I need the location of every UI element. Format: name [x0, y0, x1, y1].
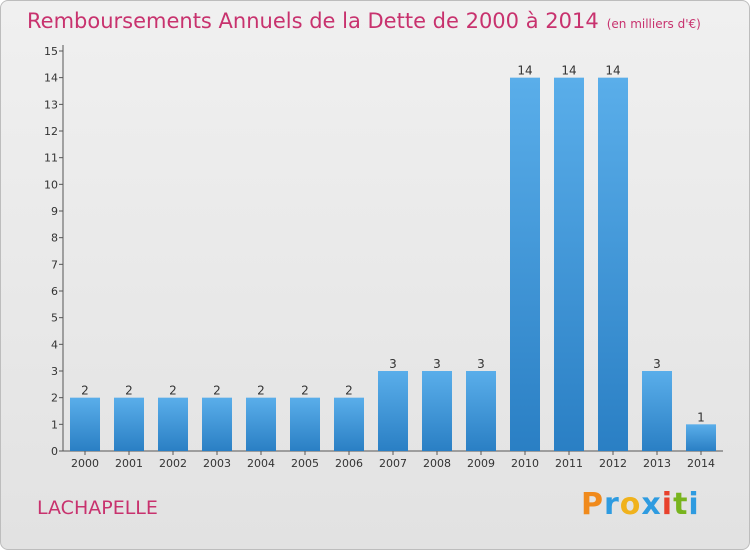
x-tick-label: 2014 — [687, 457, 715, 470]
x-tick-label: 2007 — [379, 457, 407, 470]
y-tick-label: 11 — [44, 152, 58, 165]
x-tick-label: 2011 — [555, 457, 583, 470]
bar-value-label: 3 — [477, 357, 485, 371]
bar-value-label: 2 — [301, 384, 309, 398]
chart-subtitle: (en milliers d'€) — [606, 17, 701, 31]
bar — [114, 397, 144, 451]
logo-letter: x — [641, 487, 662, 522]
bar — [334, 397, 364, 451]
y-tick-label: 2 — [51, 392, 58, 405]
bar-value-label: 3 — [389, 357, 397, 371]
y-tick-label: 0 — [51, 445, 58, 458]
x-tick-label: 2008 — [423, 457, 451, 470]
bar-value-label: 3 — [433, 357, 441, 371]
bar-value-label: 1 — [697, 410, 705, 424]
bar — [466, 371, 496, 451]
bar — [510, 77, 540, 452]
bar — [246, 397, 276, 451]
y-tick-label: 15 — [44, 45, 58, 58]
y-tick-label: 13 — [44, 98, 58, 111]
chart-title: Remboursements Annuels de la Dette de 20… — [27, 9, 701, 33]
x-tick-label: 2005 — [291, 457, 319, 470]
y-tick-label: 5 — [51, 312, 58, 325]
bar-value-label: 14 — [561, 64, 576, 78]
y-tick-label: 6 — [51, 285, 58, 298]
x-tick-label: 2002 — [159, 457, 187, 470]
y-tick-label: 9 — [51, 205, 58, 218]
x-tick-label: 2000 — [71, 457, 99, 470]
y-tick-label: 8 — [51, 232, 58, 245]
bar — [158, 397, 188, 451]
y-tick-label: 1 — [51, 418, 58, 431]
x-tick-label: 2013 — [643, 457, 671, 470]
bar-value-label: 14 — [517, 64, 532, 78]
bar — [686, 424, 716, 451]
bar — [378, 371, 408, 451]
logo-letter: P — [581, 487, 604, 522]
y-tick-label: 3 — [51, 365, 58, 378]
x-tick-label: 2010 — [511, 457, 539, 470]
x-tick-label: 2001 — [115, 457, 143, 470]
bar-value-label: 2 — [345, 384, 353, 398]
y-tick-label: 14 — [44, 72, 58, 85]
logo-letter: o — [619, 487, 642, 522]
bar-value-label: 2 — [213, 384, 221, 398]
bar — [422, 371, 452, 451]
bars: 2 2 2 2 2 2 2 3 3 3 14 14 14 3 1 — [70, 64, 716, 452]
logo-letter: r — [604, 487, 620, 522]
x-tick-label: 2004 — [247, 457, 275, 470]
bar-value-label: 2 — [81, 384, 89, 398]
proxiti-logo: Proxiti — [581, 487, 700, 522]
x-tick-label: 2006 — [335, 457, 363, 470]
logo-letter: i — [661, 487, 674, 522]
y-tick-label: 12 — [44, 125, 58, 138]
bar — [598, 77, 628, 452]
y-tick-label: 10 — [44, 178, 58, 191]
bar — [554, 77, 584, 452]
bar-value-label: 3 — [653, 357, 661, 371]
bar — [70, 397, 100, 451]
x-tick-label: 2012 — [599, 457, 627, 470]
bar-value-label: 2 — [125, 384, 133, 398]
x-tick-label: 2003 — [203, 457, 231, 470]
commune-name: LACHAPELLE — [37, 497, 158, 519]
bar — [290, 397, 320, 451]
bar — [642, 371, 672, 451]
y-tick-label: 7 — [51, 258, 58, 271]
bar-value-label: 2 — [257, 384, 265, 398]
x-tick-label: 2009 — [467, 457, 495, 470]
bar — [202, 397, 232, 451]
bar-value-label: 14 — [605, 64, 620, 78]
logo-letter: t — [673, 487, 689, 522]
y-tick-label: 4 — [51, 338, 58, 351]
bar-value-label: 2 — [169, 384, 177, 398]
chart-title-text: Remboursements Annuels de la Dette de 20… — [27, 9, 599, 33]
logo-letter: i — [688, 487, 700, 522]
